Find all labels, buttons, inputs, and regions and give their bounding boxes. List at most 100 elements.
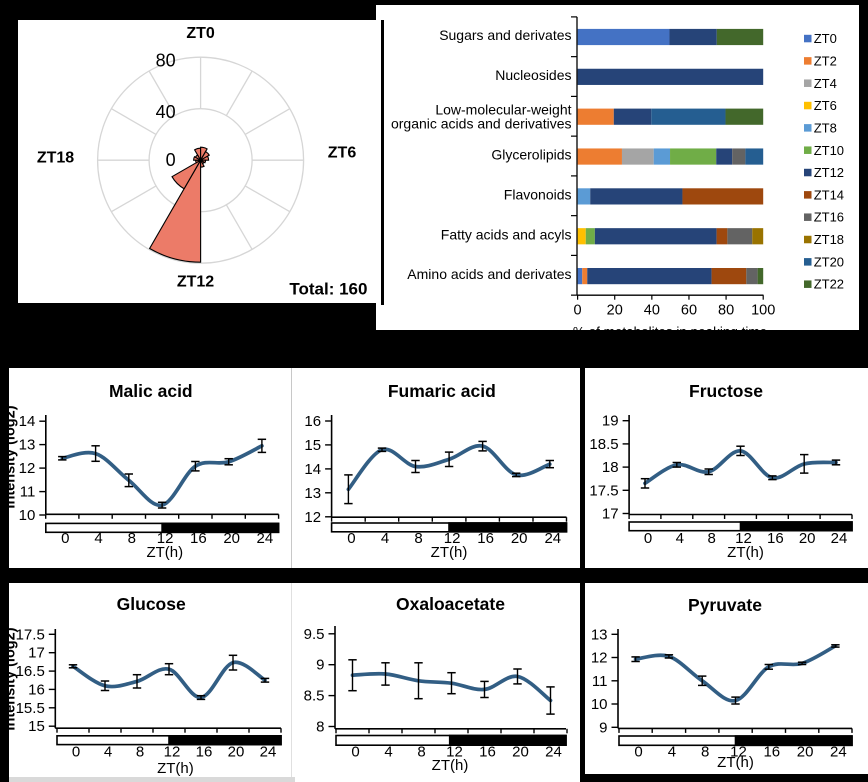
svg-text:11: 11: [592, 673, 608, 690]
svg-text:0: 0: [644, 530, 652, 547]
svg-text:8: 8: [708, 530, 716, 547]
svg-text:4: 4: [104, 744, 112, 761]
svg-text:40: 40: [644, 302, 660, 318]
svg-text:14: 14: [19, 413, 36, 430]
svg-text:ZT10: ZT10: [814, 142, 844, 157]
svg-text:9.5: 9.5: [304, 626, 325, 643]
svg-text:9: 9: [316, 657, 324, 674]
svg-text:Pyruvate: Pyruvate: [688, 595, 762, 615]
svg-text:60: 60: [681, 302, 697, 318]
svg-text:12: 12: [446, 744, 463, 761]
svg-text:Nucleosides: Nucleosides: [495, 66, 571, 82]
svg-text:17: 17: [28, 645, 45, 662]
svg-text:ZT0: ZT0: [186, 25, 215, 42]
svg-text:16: 16: [763, 744, 780, 761]
svg-text:Intensity (log2): Intensity (log2): [3, 405, 19, 508]
svg-text:16: 16: [196, 744, 213, 761]
svg-text:Fructose: Fructose: [689, 381, 763, 401]
svg-text:20: 20: [797, 744, 814, 761]
svg-text:16: 16: [190, 530, 207, 547]
svg-text:24: 24: [545, 744, 562, 761]
svg-text:19: 19: [602, 413, 619, 430]
svg-text:20: 20: [511, 530, 528, 547]
svg-text:ZT12: ZT12: [177, 274, 214, 291]
svg-text:24: 24: [544, 530, 561, 547]
svg-text:ZT(h): ZT(h): [157, 760, 194, 777]
svg-text:ZT8: ZT8: [814, 120, 837, 135]
svg-text:24: 24: [260, 744, 277, 761]
svg-text:Glycerolipids: Glycerolipids: [491, 146, 571, 162]
svg-text:% of metabolites in peaking ti: % of metabolites in peaking time: [573, 324, 767, 330]
svg-text:16.5: 16.5: [16, 663, 45, 680]
svg-text:16: 16: [479, 744, 496, 761]
svg-text:ZT0: ZT0: [814, 31, 837, 46]
svg-text:ZT(h): ZT(h): [431, 544, 468, 561]
svg-text:13: 13: [304, 485, 321, 502]
svg-text:4: 4: [381, 530, 389, 547]
svg-text:0: 0: [351, 744, 359, 761]
svg-text:Total: 160: Total: 160: [289, 280, 367, 299]
svg-text:0: 0: [61, 530, 69, 547]
svg-text:12: 12: [304, 509, 321, 526]
svg-text:0: 0: [166, 150, 176, 170]
svg-text:17: 17: [602, 506, 619, 523]
svg-text:8: 8: [128, 530, 136, 547]
svg-text:4: 4: [384, 744, 392, 761]
svg-text:15: 15: [304, 437, 321, 454]
svg-text:ZT2: ZT2: [814, 53, 837, 68]
svg-text:11: 11: [20, 484, 36, 501]
svg-text:0: 0: [574, 302, 582, 318]
svg-text:8: 8: [316, 719, 324, 736]
svg-text:24: 24: [831, 530, 848, 547]
svg-text:17.5: 17.5: [589, 482, 618, 499]
svg-text:16: 16: [28, 681, 45, 698]
svg-text:ZT22: ZT22: [814, 276, 844, 291]
svg-text:24: 24: [257, 530, 274, 547]
svg-text:12: 12: [444, 530, 461, 547]
svg-text:80: 80: [718, 302, 734, 318]
svg-text:13: 13: [19, 437, 36, 454]
svg-text:17.5: 17.5: [16, 626, 45, 643]
svg-text:12: 12: [735, 530, 752, 547]
svg-text:20: 20: [228, 744, 245, 761]
svg-text:13: 13: [591, 626, 608, 643]
svg-text:15: 15: [28, 718, 45, 735]
svg-text:14: 14: [304, 461, 321, 478]
svg-text:Oxaloacetate: Oxaloacetate: [396, 594, 505, 614]
svg-text:organic acids and derivatives: organic acids and derivatives: [391, 115, 572, 131]
svg-text:Fumaric acid: Fumaric acid: [388, 381, 496, 401]
svg-text:4: 4: [676, 530, 684, 547]
svg-text:ZT6: ZT6: [328, 145, 357, 162]
svg-text:18: 18: [602, 459, 619, 476]
svg-text:10: 10: [19, 507, 36, 524]
svg-text:12: 12: [19, 460, 36, 477]
svg-text:0: 0: [347, 530, 355, 547]
svg-text:20: 20: [799, 530, 816, 547]
svg-text:Sugars and derivates: Sugars and derivates: [439, 27, 571, 43]
svg-text:20: 20: [512, 744, 529, 761]
svg-text:Intensity (log2): Intensity (log2): [3, 627, 19, 730]
svg-text:0: 0: [634, 744, 642, 761]
svg-text:ZT(h): ZT(h): [717, 754, 754, 771]
svg-text:ZT(h): ZT(h): [432, 757, 469, 774]
svg-text:80: 80: [156, 51, 176, 71]
svg-text:9: 9: [599, 719, 607, 736]
svg-text:16: 16: [767, 530, 784, 547]
svg-text:12: 12: [591, 650, 608, 667]
svg-text:8: 8: [417, 744, 425, 761]
svg-text:16: 16: [477, 530, 494, 547]
svg-text:ZT6: ZT6: [814, 98, 837, 113]
svg-text:8: 8: [414, 530, 422, 547]
svg-text:20: 20: [607, 302, 623, 318]
svg-text:18.5: 18.5: [589, 436, 618, 453]
svg-text:ZT4: ZT4: [814, 75, 837, 90]
svg-text:24: 24: [830, 744, 847, 761]
svg-text:ZT16: ZT16: [814, 209, 844, 224]
svg-text:8.5: 8.5: [304, 688, 325, 705]
svg-text:Flavonoids: Flavonoids: [504, 186, 572, 202]
svg-text:4: 4: [668, 744, 676, 761]
svg-text:Amino acids and derivates: Amino acids and derivates: [407, 266, 571, 282]
svg-text:ZT14: ZT14: [814, 187, 844, 202]
svg-text:10: 10: [591, 696, 608, 713]
svg-text:12: 12: [157, 530, 174, 547]
